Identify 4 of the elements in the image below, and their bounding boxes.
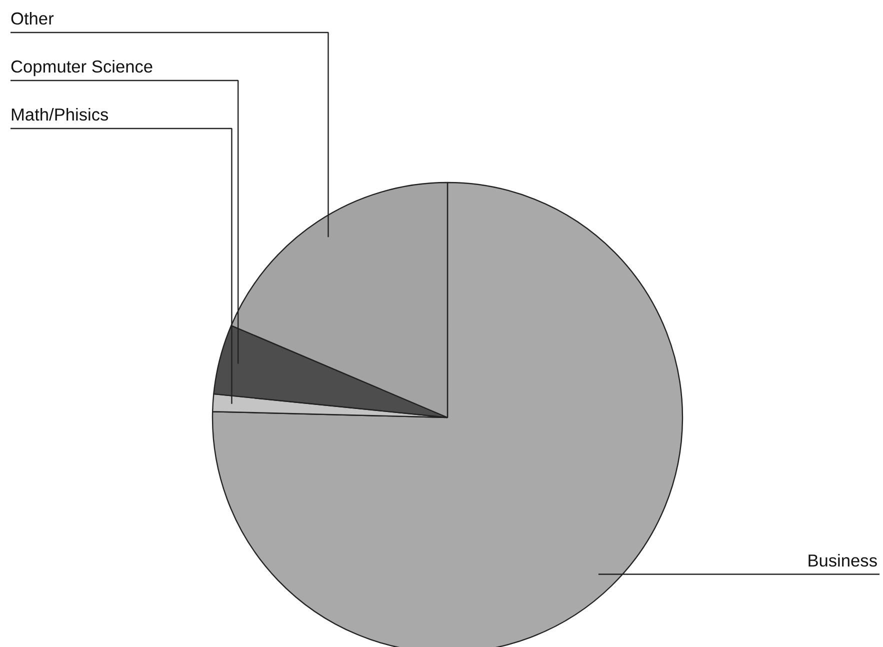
slice-label: Copmuter Science [10, 56, 154, 76]
slice-label: Other [10, 8, 54, 28]
slice-label: Math/Phisics [10, 104, 110, 124]
slice-label: Business [807, 550, 878, 570]
